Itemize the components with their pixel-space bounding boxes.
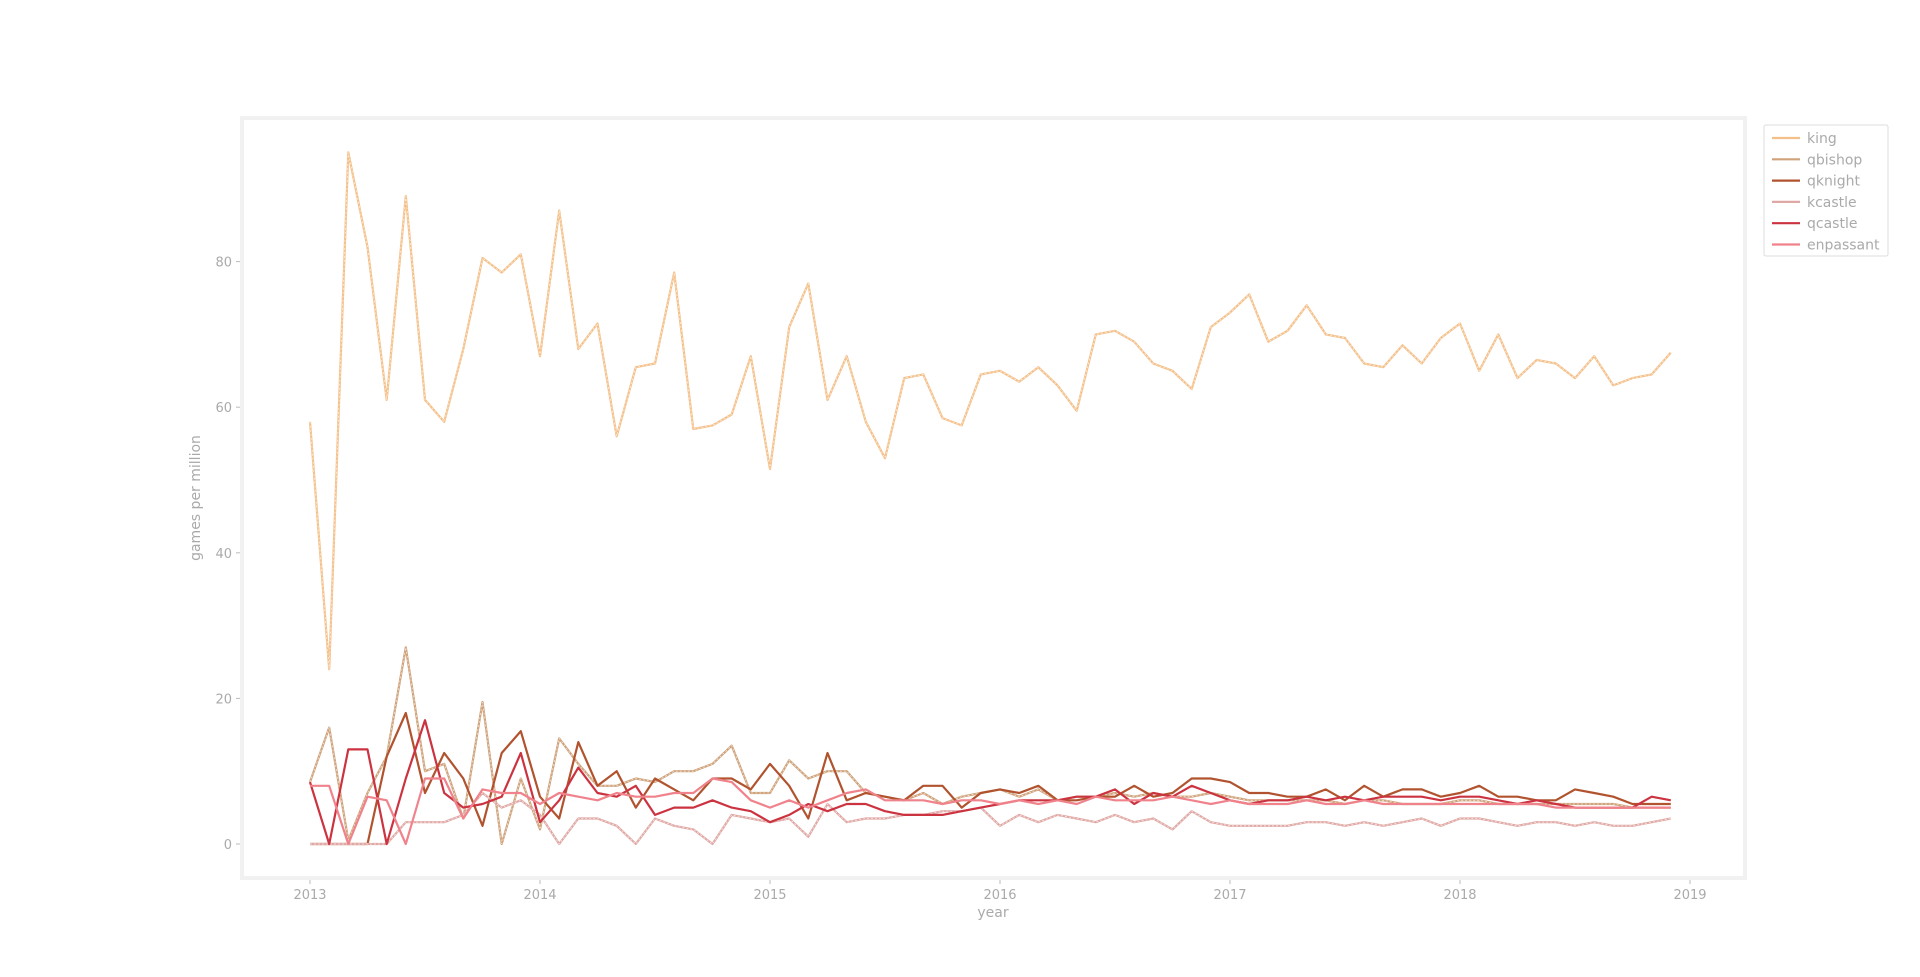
- plot-area: [240, 116, 1747, 880]
- x-tick-label: 2019: [1673, 888, 1706, 903]
- series-line-dash-kcastle: [310, 792, 1671, 845]
- x-tick-label: 2017: [1213, 888, 1246, 903]
- series-line-qbishop: [308, 646, 1671, 846]
- x-tick-label: 2015: [753, 888, 786, 903]
- series-line-king: [308, 151, 1672, 671]
- y-axis-title: games per million: [188, 435, 204, 561]
- series-line-dash-king: [309, 152, 1672, 670]
- series-line-enpassant: [310, 777, 1671, 846]
- series-qcastle: [308, 719, 1672, 846]
- x-axis-title: year: [977, 905, 1008, 921]
- series-line-qknight: [310, 711, 1671, 846]
- series-qbishop: [308, 646, 1671, 846]
- y-axis: 0 20 40 60 80: [215, 256, 240, 853]
- x-axis: 2013 2014 2015 2016 2017 2018 2019: [293, 880, 1707, 903]
- series-line-qcastle: [308, 719, 1672, 846]
- series-line-dash-qbishop: [309, 647, 1671, 845]
- series-qknight: [310, 711, 1671, 846]
- y-tick-label: 80: [215, 256, 232, 271]
- x-tick-label: 2013: [293, 888, 326, 903]
- y-tick-label: 0: [224, 838, 232, 853]
- legend-label-king: king: [1807, 131, 1837, 147]
- legend-label-qbishop: qbishop: [1807, 152, 1862, 168]
- legend-label-qknight: qknight: [1807, 174, 1861, 190]
- x-tick-label: 2016: [983, 888, 1016, 903]
- series-lines: [308, 151, 1672, 846]
- legend: king qbishop qknight kcastle qcastle enpassan…: [1763, 124, 1889, 257]
- series-enpassant: [310, 777, 1671, 846]
- legend-label-enpassant: enpassant: [1807, 238, 1880, 254]
- legend-label-qcastle: qcastle: [1807, 216, 1857, 232]
- series-king: [308, 151, 1672, 671]
- legend-label-kcastle: kcastle: [1807, 195, 1857, 211]
- y-tick-label: 20: [215, 692, 232, 707]
- x-tick-label: 2018: [1443, 888, 1476, 903]
- y-tick-label: 60: [215, 401, 232, 416]
- y-tick-label: 40: [215, 547, 232, 562]
- x-tick-label: 2014: [523, 888, 556, 903]
